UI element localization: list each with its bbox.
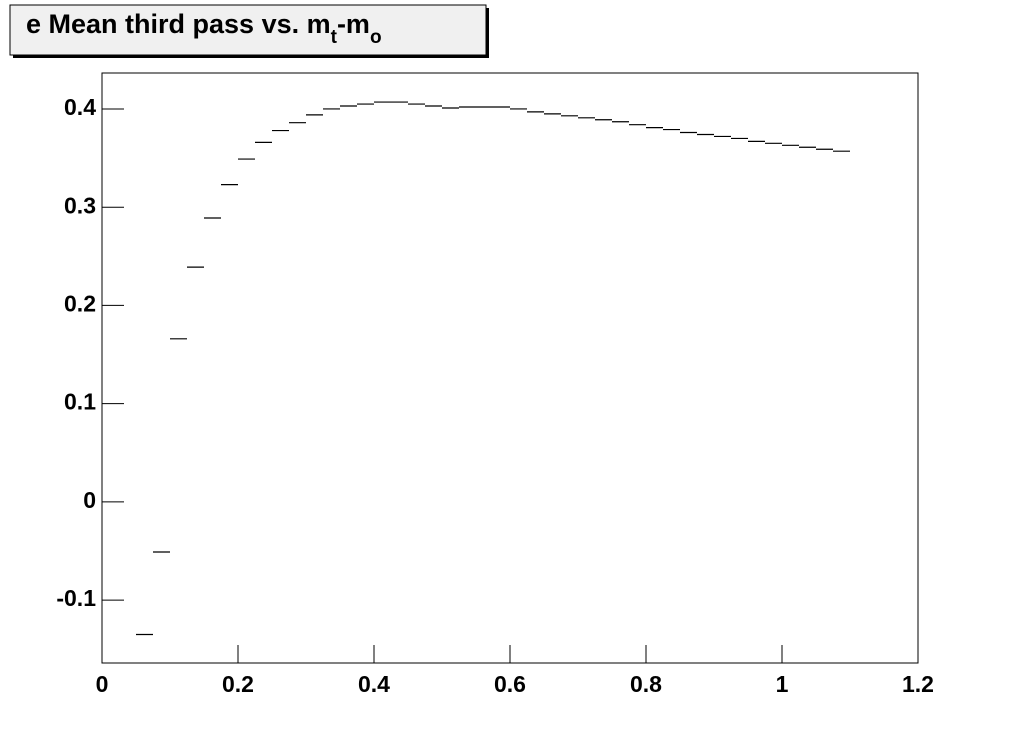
chart-title: e Mean third pass vs. mt-mo bbox=[26, 9, 382, 48]
x-tick-label: 0.8 bbox=[630, 671, 662, 697]
title-text: e Mean third pass vs. m bbox=[26, 9, 331, 39]
title-subscript: t bbox=[331, 27, 338, 48]
y-tick-label: 0.1 bbox=[64, 389, 96, 415]
x-tick-label: 0.2 bbox=[222, 671, 254, 697]
x-tick-label: 0.6 bbox=[494, 671, 526, 697]
y-tick-label: -0.1 bbox=[56, 585, 96, 611]
y-tick-label: 0.4 bbox=[64, 94, 96, 120]
x-tick-label: 1.2 bbox=[902, 671, 934, 697]
title-box bbox=[9, 4, 487, 56]
x-tick-label: 0.4 bbox=[358, 671, 390, 697]
y-tick-label: 0 bbox=[83, 487, 96, 513]
x-tick-label: 1 bbox=[776, 671, 789, 697]
title-text: -m bbox=[337, 9, 370, 39]
title-subscript: o bbox=[370, 27, 382, 48]
x-tick-label: 0 bbox=[96, 671, 109, 697]
y-tick-label: 0.3 bbox=[64, 192, 96, 218]
y-tick-label: 0.2 bbox=[64, 291, 96, 317]
